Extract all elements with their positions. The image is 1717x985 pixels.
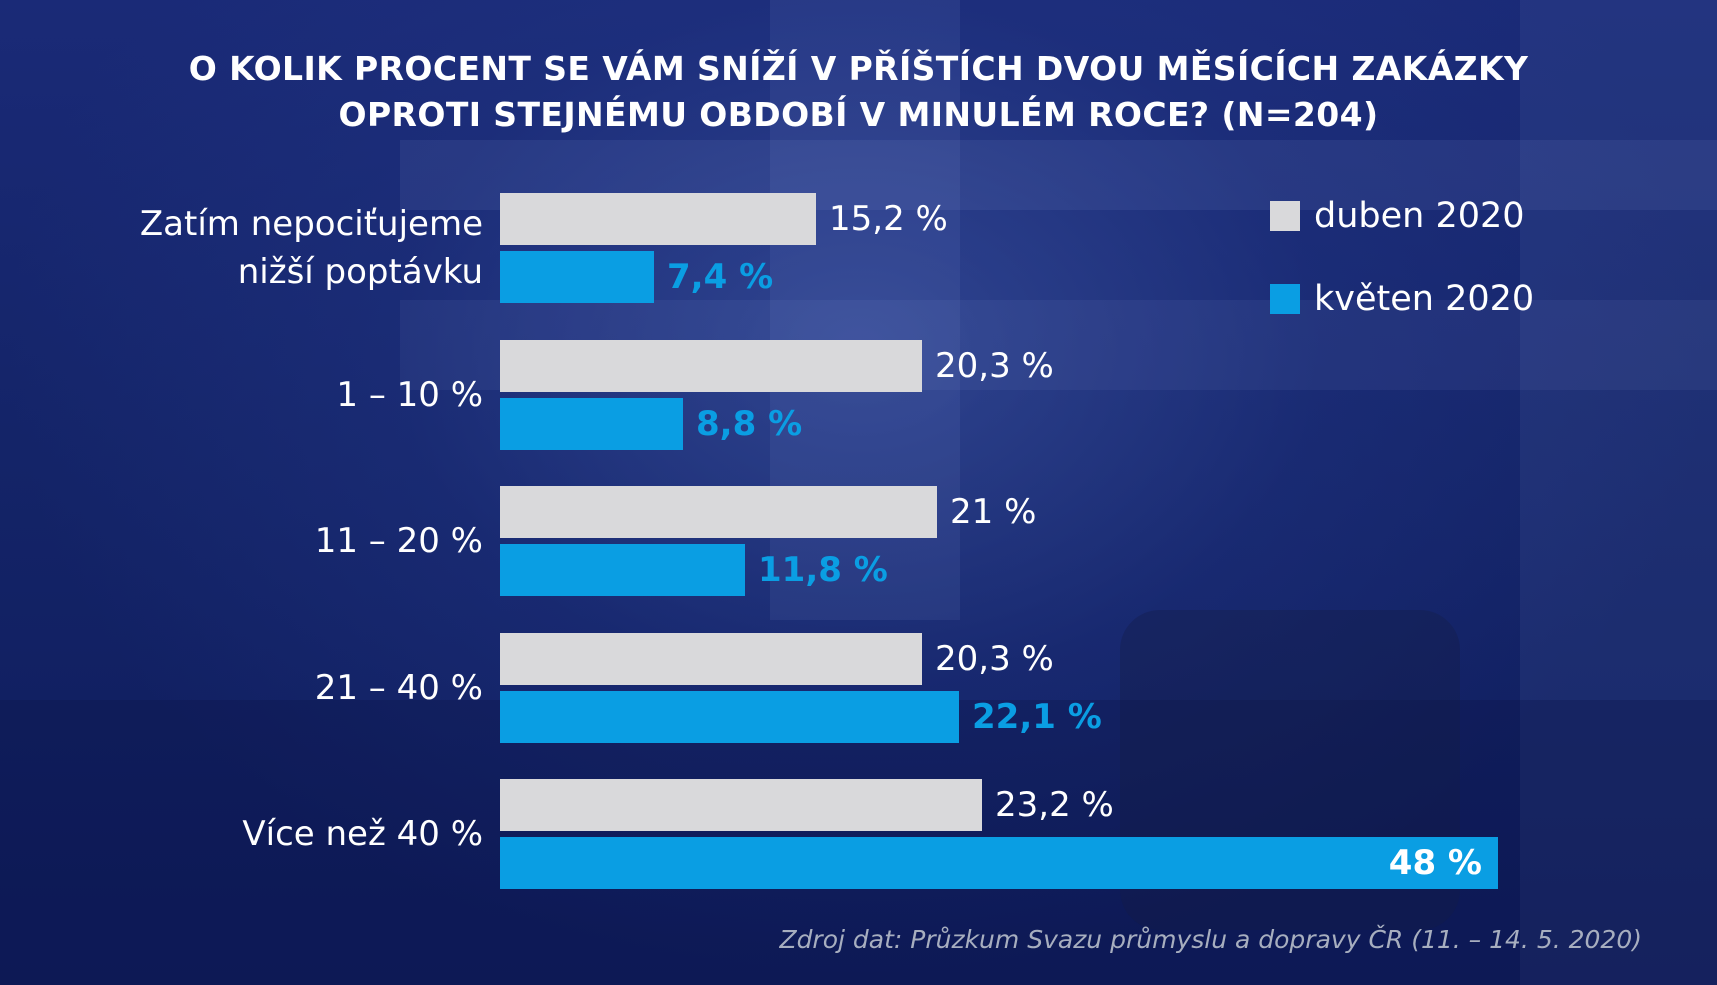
legend-label-april: duben 2020: [1314, 196, 1525, 236]
category-label: Více než 40 %: [242, 810, 483, 858]
category-label-line: nižší poptávku: [237, 252, 483, 292]
data-label-may: 11,8 %: [758, 550, 888, 590]
legend-item-april: duben 2020: [1270, 196, 1525, 236]
category-label: 21 – 40 %: [315, 664, 483, 712]
category-label-line: Zatím nepociťujeme: [139, 204, 483, 244]
data-label-may: 8,8 %: [696, 404, 803, 444]
data-label-apr: 15,2 %: [829, 199, 948, 239]
bar-apr: [500, 633, 922, 685]
bar-may: [500, 398, 683, 450]
bar-may: [500, 544, 745, 596]
category-label-line: 21 – 40 %: [314, 668, 483, 708]
bar-may: [500, 837, 1498, 889]
source-note: Zdroj dat: Průzkum Svazu průmyslu a dopr…: [779, 925, 1642, 954]
bar-apr: [500, 779, 982, 831]
chart-title-line: O KOLIK PROCENT SE VÁM SNÍŽÍ V PŘÍŠTÍCH …: [188, 49, 1529, 88]
legend-swatch-april: [1270, 201, 1300, 231]
legend-label-may: květen 2020: [1314, 279, 1535, 319]
category-label-line: Více než 40 %: [242, 814, 483, 854]
bar-apr: [500, 340, 922, 392]
data-label-apr: 20,3 %: [935, 639, 1054, 679]
category-label: 11 – 20 %: [315, 517, 483, 565]
legend-swatch-may: [1270, 284, 1300, 314]
data-label-apr: 20,3 %: [935, 346, 1054, 386]
category-label-line: 11 – 20 %: [314, 521, 483, 561]
bar-apr: [500, 486, 937, 538]
data-label-may: 22,1 %: [972, 697, 1102, 737]
data-label-apr: 21 %: [950, 492, 1037, 532]
background-frame-shape: [1520, 0, 1717, 985]
category-label: Zatím nepociťujeme nižší poptávku: [140, 200, 483, 296]
data-label-may: 48 %: [1388, 843, 1482, 883]
category-label-line: 1 – 10 %: [336, 375, 483, 415]
bar-apr: [500, 193, 816, 245]
category-label: 1 – 10 %: [336, 371, 483, 419]
bar-may: [500, 251, 654, 303]
chart-title: O KOLIK PROCENT SE VÁM SNÍŽÍ V PŘÍŠTÍCH …: [160, 46, 1557, 138]
data-label-apr: 23,2 %: [995, 785, 1114, 825]
data-label-may: 7,4 %: [667, 257, 774, 297]
bar-may: [500, 691, 959, 743]
legend-item-may: květen 2020: [1270, 279, 1534, 319]
chart-title-line: OPROTI STEJNÉMU OBDOBÍ V MINULÉM ROCE? (…: [338, 95, 1379, 134]
